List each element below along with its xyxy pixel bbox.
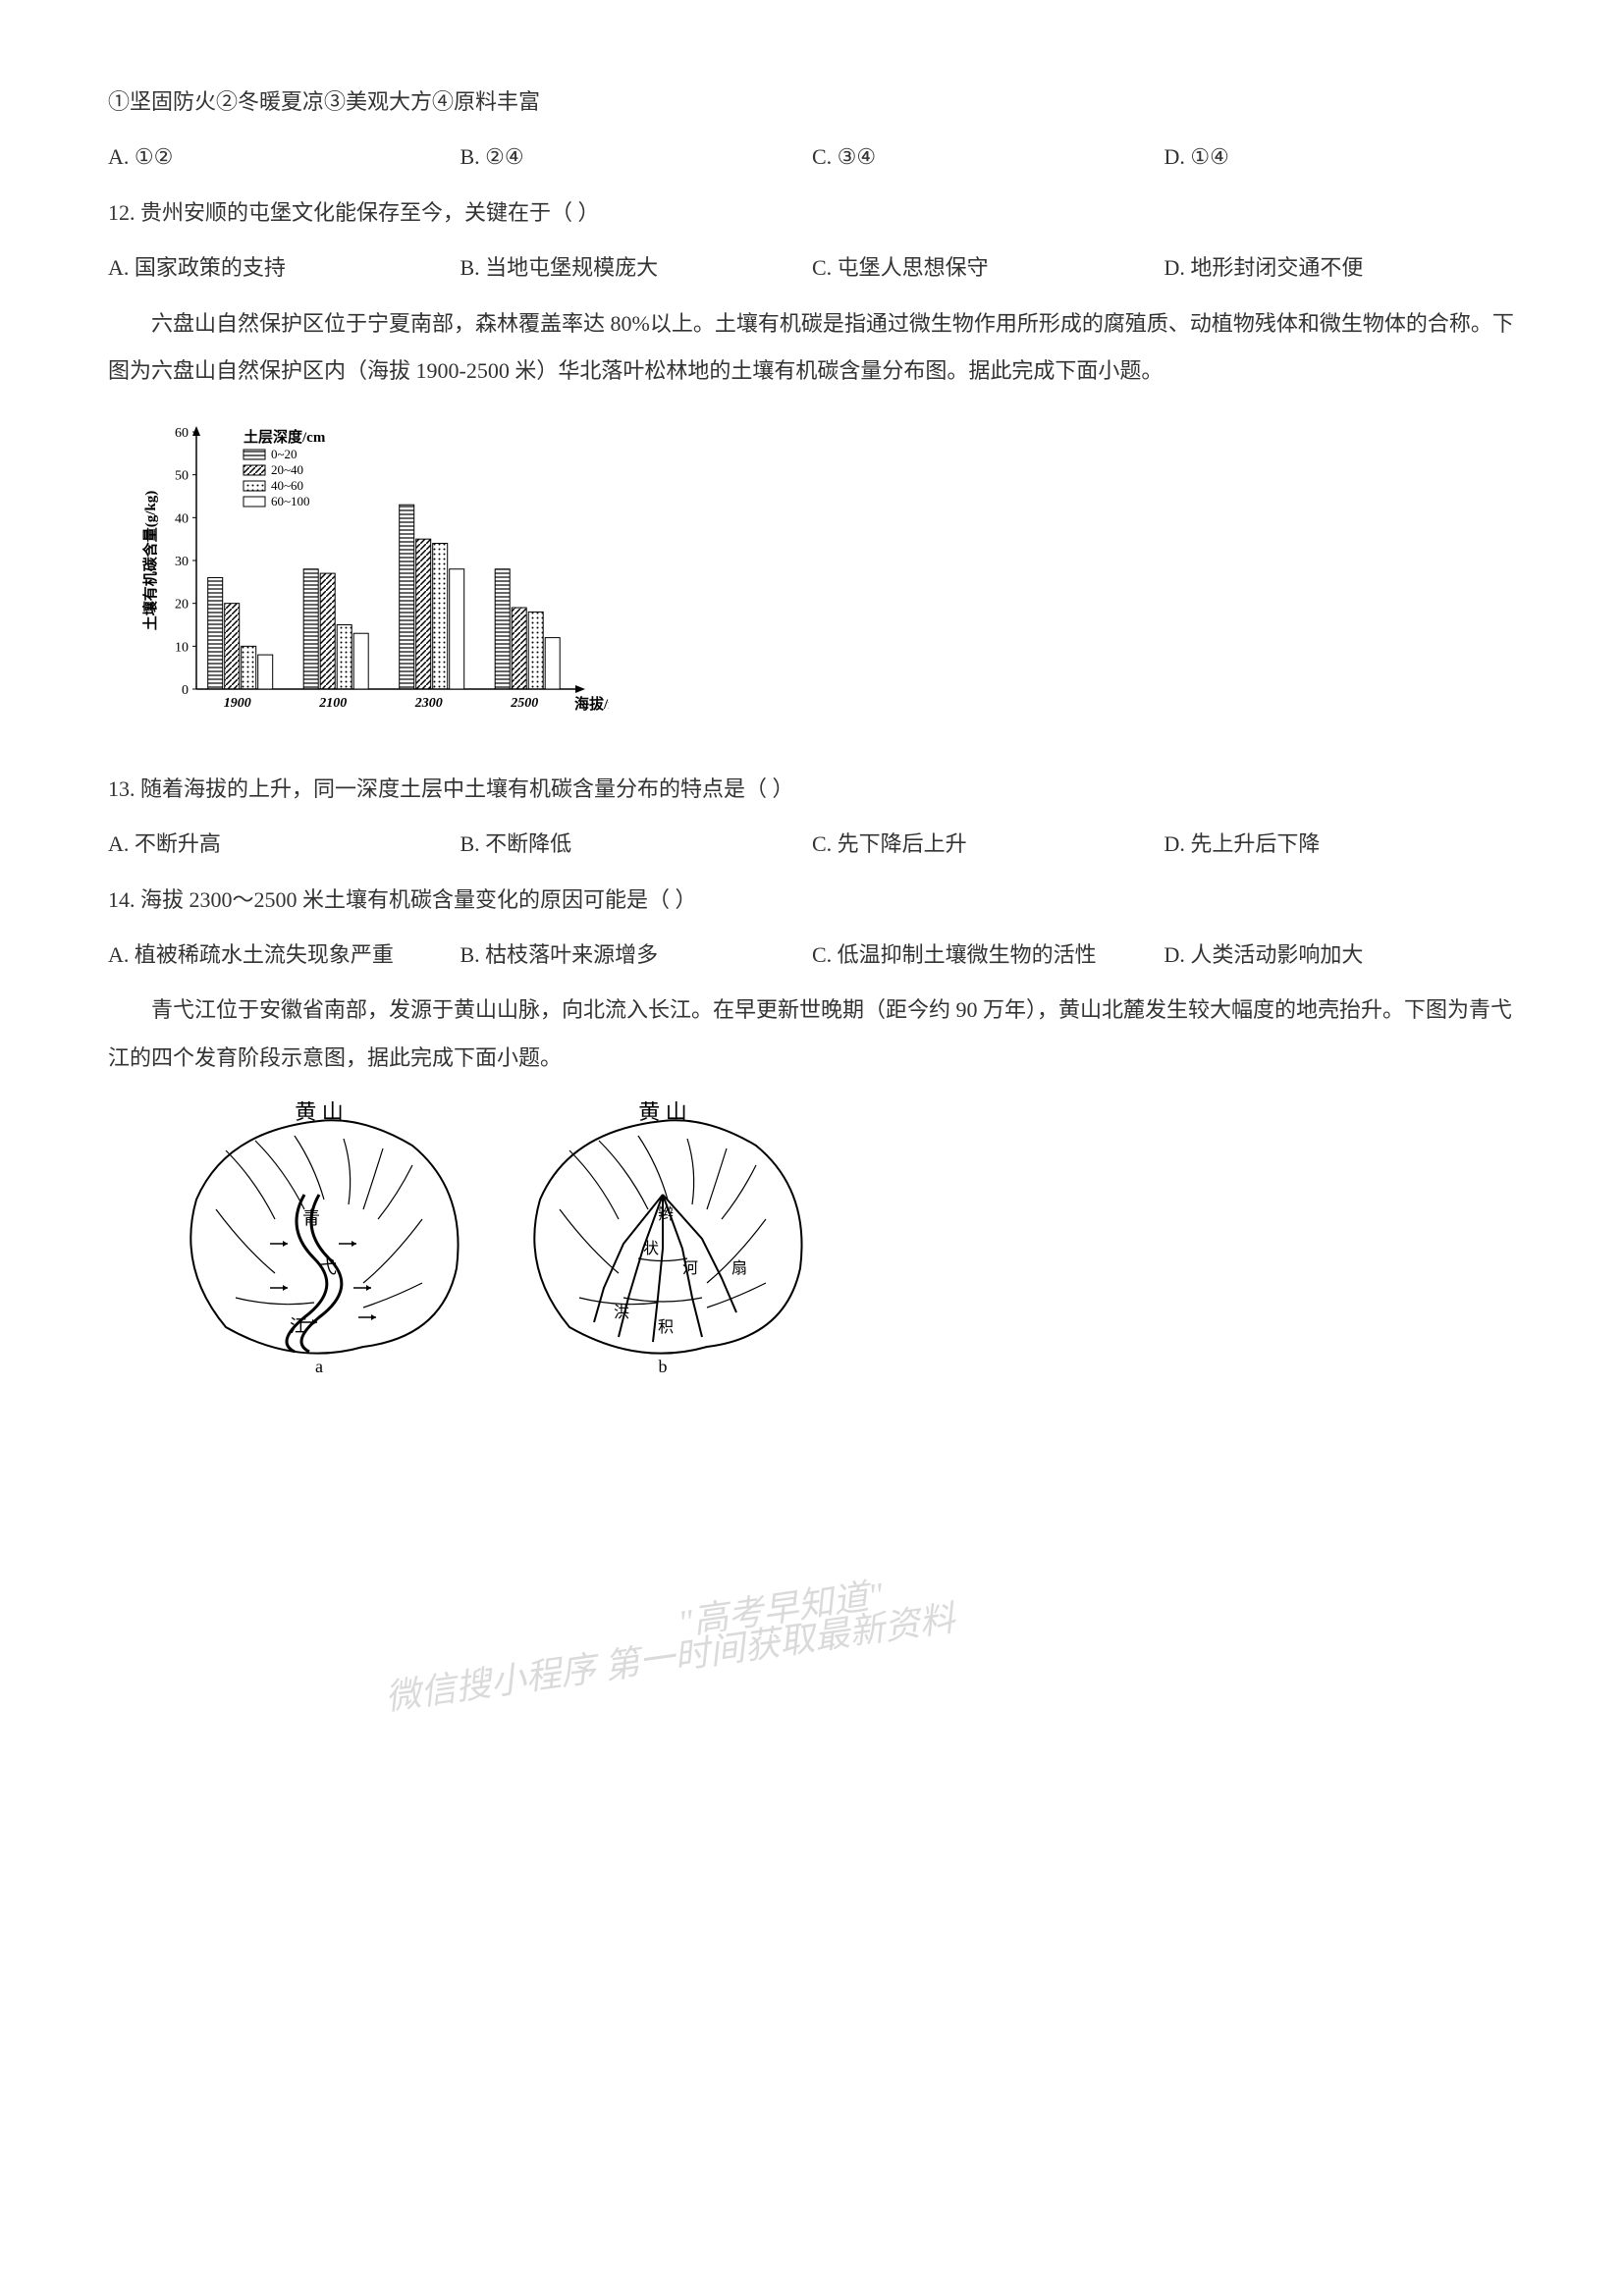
svg-text:青: 青 [302,1208,320,1228]
river-diagrams: 青弋江 黄 山 a 辫状河洪积 扇 黄 山 b [167,1101,1516,1393]
q11-option-d: D. ①④ [1164,133,1517,181]
diagram-a-svg: 青弋江 黄 山 a [167,1101,471,1376]
svg-text:黄 山: 黄 山 [295,1101,344,1124]
svg-text:40: 40 [175,512,189,527]
svg-text:土层深度/cm: 土层深度/cm [244,428,326,446]
svg-text:辫: 辫 [658,1205,674,1223]
svg-text:b: b [659,1357,668,1376]
svg-text:60~100: 60~100 [271,494,310,508]
q14-option-a: A. 植被稀疏水土流失现象严重 [108,932,460,979]
svg-text:江: 江 [290,1316,307,1336]
q13-option-a: A. 不断升高 [108,821,460,868]
q14-option-d: D. 人类活动影响加大 [1164,932,1517,979]
watermark-line1: "高考早知道" [674,1556,889,1662]
svg-text:10: 10 [175,641,189,656]
q13-option-d: D. 先上升后下降 [1164,821,1517,868]
q13-stem: 13. 随着海拔的上升，同一深度土层中土壤有机碳含量分布的特点是（ ） [108,766,1516,813]
svg-text:黄 山: 黄 山 [638,1101,687,1124]
svg-text:0~20: 0~20 [271,447,298,461]
svg-text:a: a [315,1357,323,1376]
passage-2: 青弋江位于安徽省南部，发源于黄山山脉，向北流入长江。在早更新世晚期（距今约 90… [108,987,1516,1082]
q11-intro: ①坚固防火②冬暖夏凉③美观大方④原料丰富 [108,79,1516,126]
svg-text:60: 60 [175,426,189,441]
q12-options: A. 国家政策的支持 B. 当地屯堡规模庞大 C. 屯堡人思想保守 D. 地形封… [108,244,1516,292]
svg-text:河: 河 [682,1259,698,1277]
svg-text:20: 20 [175,598,189,613]
q14-stem: 14. 海拔 2300～2500 米土壤有机碳含量变化的原因可能是（ ） [108,877,1516,924]
q13-option-c: C. 先下降后上升 [812,821,1164,868]
svg-text:状: 状 [643,1240,659,1257]
svg-text:2300: 2300 [414,696,443,711]
q11-option-c: C. ③④ [812,133,1164,181]
svg-text:50: 50 [175,469,189,484]
diagram-b-svg: 辫状河洪积 扇 黄 山 b [511,1101,815,1376]
svg-text:30: 30 [175,555,189,569]
svg-text:扇: 扇 [731,1259,747,1277]
q12-stem: 12. 贵州安顺的屯堡文化能保存至今，关键在于（ ） [108,189,1516,237]
q12-option-b: B. 当地屯堡规模庞大 [460,244,813,292]
diagram-a: 青弋江 黄 山 a [167,1101,471,1393]
diagram-b: 辫状河洪积 扇 黄 山 b [511,1101,815,1393]
q12-option-d: D. 地形封闭交通不便 [1164,244,1517,292]
svg-text:2100: 2100 [318,696,347,711]
q14-options: A. 植被稀疏水土流失现象严重 B. 枯枝落叶来源增多 C. 低温抑制土壤微生物… [108,932,1516,979]
svg-text:0: 0 [182,683,189,698]
svg-text:40~60: 40~60 [271,478,303,493]
soil-carbon-chart: 0 10 20 30 40 50 60 土壤有机碳含量(g/kg) 海拔/m 1900 2100 23… [137,414,1516,745]
q11-option-b: B. ②④ [460,133,813,181]
q12-option-a: A. 国家政策的支持 [108,244,460,292]
q14-option-b: B. 枯枝落叶来源增多 [460,932,813,979]
svg-text:弋: 弋 [319,1257,337,1277]
svg-text:土壤有机碳含量(g/kg): 土壤有机碳含量(g/kg) [141,491,159,631]
watermark-line2: 微信搜小程序 第一时间获取最新资料 [380,1579,959,1736]
bar-chart-svg: 0 10 20 30 40 50 60 土壤有机碳含量(g/kg) 海拔/m 1900 2100 23… [137,414,609,728]
svg-text:洪: 洪 [614,1304,629,1321]
svg-text:20~40: 20~40 [271,462,303,477]
q11-options: A. ①② B. ②④ C. ③④ D. ①④ [108,133,1516,181]
svg-text:1900: 1900 [224,696,251,711]
q12-option-c: C. 屯堡人思想保守 [812,244,1164,292]
svg-text:积: 积 [658,1318,674,1336]
svg-text:海拔/m: 海拔/m [574,695,609,713]
q13-options: A. 不断升高 B. 不断降低 C. 先下降后上升 D. 先上升后下降 [108,821,1516,868]
q11-option-a: A. ①② [108,133,460,181]
q13-option-b: B. 不断降低 [460,821,813,868]
q14-option-c: C. 低温抑制土壤微生物的活性 [812,932,1164,979]
passage-1: 六盘山自然保护区位于宁夏南部，森林覆盖率达 80%以上。土壤有机碳是指通过微生物… [108,300,1516,396]
svg-text:2500: 2500 [510,696,538,711]
